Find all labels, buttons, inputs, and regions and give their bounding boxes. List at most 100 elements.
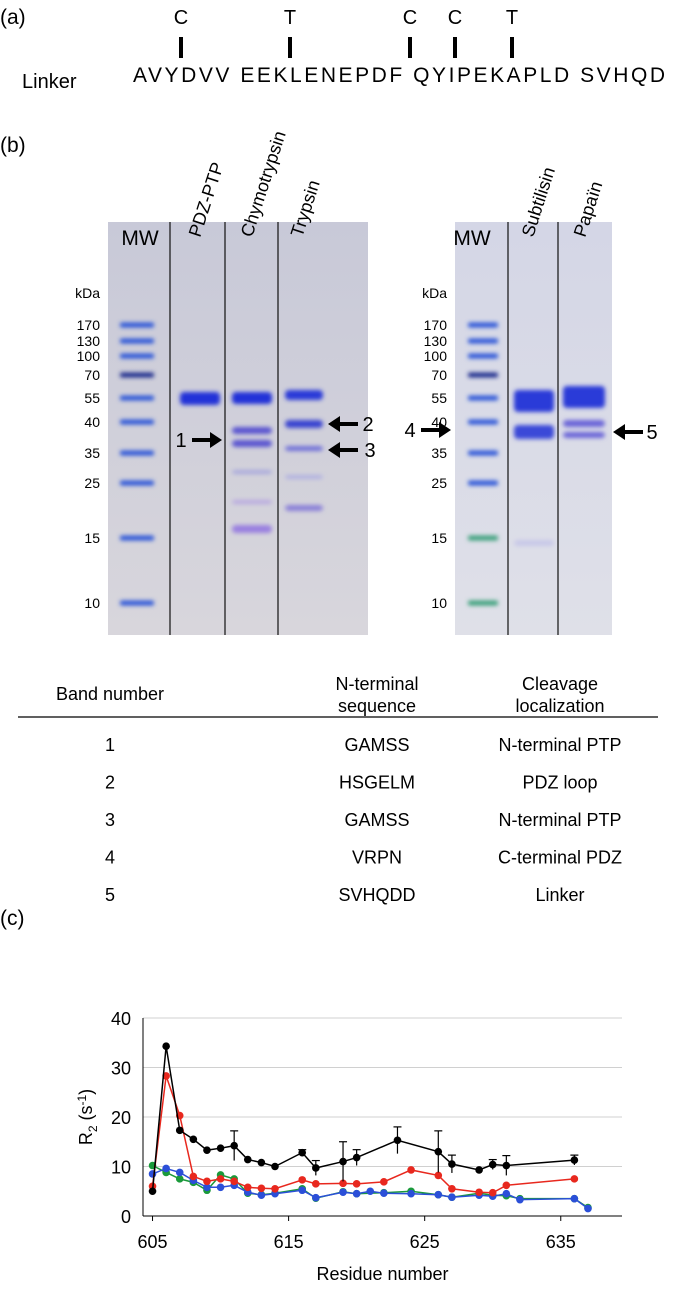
data-point (339, 1179, 347, 1188)
gel-band (514, 425, 554, 439)
table-cell: C-terminal PDZ (498, 848, 622, 868)
marker-label: 170 (77, 317, 101, 333)
data-point (175, 1126, 184, 1135)
data-point (230, 1141, 238, 1150)
marker-band (468, 338, 498, 344)
panel-label: (c) (0, 907, 25, 930)
data-point (162, 1164, 170, 1173)
site-label: T (284, 7, 296, 29)
table: Band number N-terminal sequence Cleavage loc… (18, 674, 658, 905)
marker-label: 40 (84, 414, 100, 430)
unit-label: kDa (422, 285, 447, 301)
unit-label: kDa (75, 285, 100, 301)
arrow-head (439, 422, 451, 438)
x-tick-label: 625 (410, 1232, 440, 1252)
data-point (380, 1189, 388, 1198)
data-point (380, 1178, 388, 1186)
marker-band (120, 338, 154, 344)
data-point (339, 1157, 347, 1166)
y-axis-label-part: (s (76, 1105, 96, 1125)
marker-band (468, 322, 498, 328)
x-tick-label: 615 (274, 1232, 304, 1252)
site-tick (453, 37, 457, 58)
x-tick-label: 635 (546, 1232, 576, 1252)
site-label: C (448, 7, 462, 29)
marker-band (468, 600, 498, 606)
arrow-label: 3 (364, 440, 375, 462)
lane-label: MW (453, 227, 490, 250)
marker-band (120, 450, 154, 456)
marker-label: 15 (431, 530, 447, 546)
data-point (352, 1153, 361, 1162)
table-cell: 5 (105, 885, 115, 905)
arrow-label: 4 (404, 420, 415, 442)
data-point (216, 1144, 225, 1152)
data-point (312, 1180, 320, 1188)
y-tick-label: 10 (111, 1158, 131, 1178)
arrow-head (613, 424, 625, 440)
marker-band (468, 535, 498, 541)
data-point (230, 1177, 238, 1186)
data-point (175, 1168, 184, 1177)
data-point (175, 1175, 184, 1183)
data-point (243, 1183, 252, 1192)
data-point (189, 1172, 198, 1181)
marker-label: 170 (424, 317, 448, 333)
marker-band (120, 600, 154, 606)
data-point (434, 1190, 443, 1199)
table-cell: VRPN (352, 848, 402, 868)
data-point (475, 1188, 483, 1197)
marker-band (468, 480, 498, 486)
gel-band (563, 432, 605, 438)
panel-label: (b) (0, 134, 26, 157)
data-point (407, 1166, 415, 1174)
site-tick (288, 37, 292, 58)
site-label: C (403, 7, 417, 29)
data-point (339, 1188, 347, 1197)
gel-band (232, 470, 272, 474)
data-point (502, 1189, 511, 1198)
y-axis-label-part: 2 (86, 1125, 100, 1132)
data-point (584, 1204, 592, 1213)
data-point (312, 1164, 320, 1172)
gel-band (514, 390, 554, 412)
y-axis-label-part: -1 (75, 1094, 89, 1105)
data-point (570, 1175, 579, 1183)
marker-band (120, 372, 154, 378)
data-point (352, 1180, 361, 1188)
data-point (366, 1187, 375, 1196)
table-cell: N-terminal PTP (498, 810, 621, 830)
gel-band (514, 540, 554, 546)
table-header: Cleavage localization (515, 674, 604, 716)
data-point (448, 1160, 456, 1168)
marker-band (120, 395, 154, 401)
data-point (516, 1195, 524, 1204)
data-point (502, 1161, 511, 1170)
marker-band (120, 419, 154, 425)
table-cell: GAMSS (344, 735, 409, 755)
data-point (148, 1170, 157, 1178)
data-point (216, 1175, 225, 1183)
y-tick-label: 0 (121, 1207, 131, 1227)
marker-label: 130 (77, 333, 101, 349)
arrow-label: 5 (646, 422, 657, 444)
lane-label: MW (121, 227, 158, 250)
data-point (148, 1187, 157, 1196)
data-point (352, 1189, 361, 1198)
gel-band (232, 427, 272, 434)
data-point (434, 1171, 443, 1180)
arrow-head (328, 416, 340, 432)
marker-label: 35 (84, 445, 100, 461)
sequence: AVYDVV EEKLENEPDF QYIPEKAPLD SVHQD (133, 64, 665, 87)
data-point (203, 1177, 211, 1186)
table-cell: GAMSS (344, 810, 409, 830)
data-point (298, 1186, 307, 1195)
data-point (271, 1184, 279, 1193)
table-cell: 4 (105, 848, 115, 868)
data-point (257, 1158, 266, 1167)
y-axis-label: R2 (s-1) (75, 1089, 100, 1145)
x-tick-label: 605 (138, 1232, 168, 1252)
marker-label: 70 (84, 367, 100, 383)
data-point (298, 1148, 307, 1157)
marker-band (468, 395, 498, 401)
